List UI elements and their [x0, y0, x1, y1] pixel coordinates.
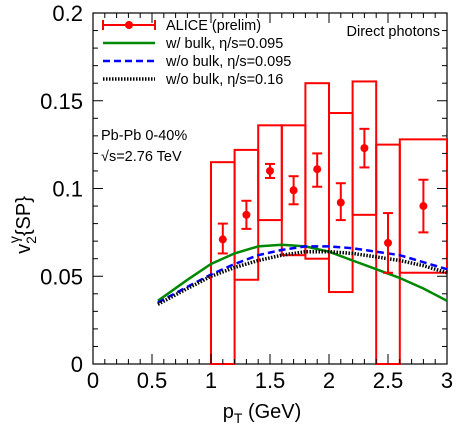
data-point	[266, 166, 274, 175]
y-axis-label: v2γ{SP}	[6, 196, 39, 254]
data-point	[336, 198, 345, 207]
x-axis-label: pT (GeV)	[223, 401, 302, 426]
legend-label-model: w/ bulk, η/s=0.095	[165, 36, 283, 52]
x-axis-label-text: pT (GeV)	[223, 401, 302, 426]
x-tick-label: 3	[441, 368, 453, 393]
x-tick-label: 2	[323, 368, 335, 393]
legend-marker-alice-dot	[125, 21, 133, 29]
y-tick-label: 0.15	[40, 89, 83, 114]
annotation-energy: √s=2.76 TeV	[101, 149, 182, 165]
legend-label-model: w/o bulk, η/s=0.095	[165, 54, 291, 70]
x-tick-label: 0.5	[137, 368, 168, 393]
y-axis-label-text: v2γ{SP}	[6, 196, 39, 254]
x-tick-label: 0	[87, 368, 99, 393]
axis-ticks: 0 0.5 1 1.5 2 2.5 3 0 0.05 0.1 0.15 0.2	[40, 1, 453, 393]
annotation-direct-photons: Direct photons	[347, 24, 441, 40]
data-point	[419, 202, 428, 211]
y-tick-label: 0.1	[52, 177, 83, 202]
y-tick-label: 0	[71, 352, 83, 377]
x-tick-label: 1	[205, 368, 217, 393]
y-tick-label: 0.05	[40, 264, 83, 289]
model-curves	[157, 243, 448, 306]
data-point	[242, 210, 251, 219]
annotation-system: Pb-Pb 0-40%	[101, 128, 187, 144]
legend: ALICE (prelim) w/ bulk, η/s=0.095 w/o bulk…	[102, 18, 291, 88]
data-point	[360, 144, 369, 153]
data-point	[218, 235, 227, 244]
data-point	[289, 186, 298, 195]
data-point	[313, 165, 322, 174]
x-tick-label: 1.5	[255, 368, 286, 393]
model-curve-wo-bulk-016	[157, 249, 448, 306]
data-point	[384, 238, 392, 247]
y-tick-label: 0.2	[52, 1, 83, 26]
x-tick-label: 2.5	[373, 368, 404, 393]
legend-label-alice: ALICE (prelim)	[166, 18, 261, 34]
legend-label-model: w/o bulk, η/s=0.16	[165, 72, 283, 88]
data-points	[217, 127, 429, 274]
